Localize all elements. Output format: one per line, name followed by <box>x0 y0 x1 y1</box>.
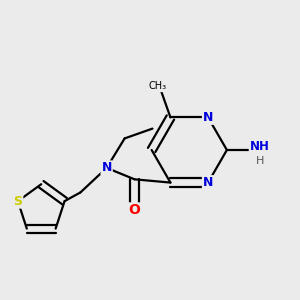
Text: O: O <box>128 203 140 218</box>
Text: CH₃: CH₃ <box>148 81 166 91</box>
Text: NH: NH <box>250 140 269 153</box>
Text: H: H <box>255 157 264 166</box>
Text: N: N <box>203 111 213 124</box>
Text: S: S <box>14 195 22 208</box>
Text: N: N <box>203 176 213 189</box>
Text: N: N <box>101 161 112 174</box>
